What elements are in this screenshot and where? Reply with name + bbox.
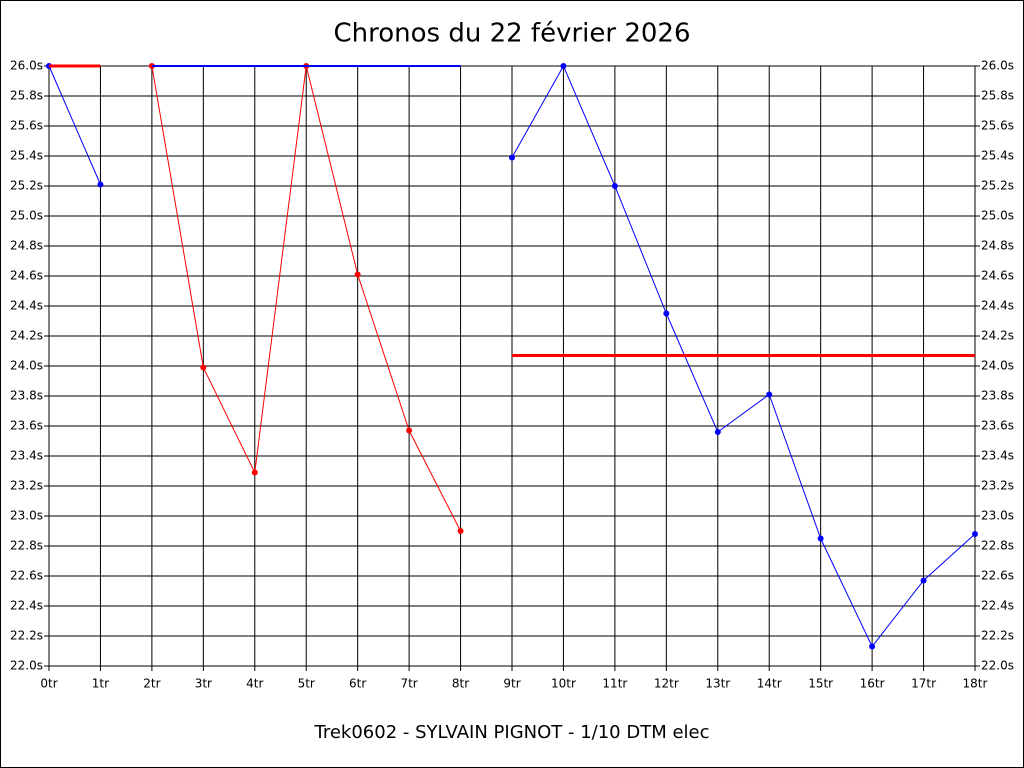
x-tick-label: 10tr — [551, 677, 576, 691]
point — [817, 535, 824, 542]
y2-tick-label: 25.6s — [981, 119, 1014, 133]
y-tick-label: 23.4s — [10, 449, 43, 463]
x-tick-label: 9tr — [503, 677, 520, 691]
y2-tick-label: 26.0s — [981, 59, 1014, 73]
y2-tick-label: 22.0s — [981, 659, 1014, 673]
point — [560, 63, 567, 69]
x-tick-label: 5tr — [298, 677, 315, 691]
y2-tick-label: 24.8s — [981, 239, 1014, 253]
x-tick-label: 7tr — [400, 677, 417, 691]
y2-tick-label: 22.8s — [981, 539, 1014, 553]
y-tick-label: 22.8s — [10, 539, 43, 553]
y-tick-label: 23.0s — [10, 509, 43, 523]
point — [869, 643, 876, 650]
y-tick-label: 24.2s — [10, 329, 43, 343]
x-tick-label: 3tr — [195, 677, 212, 691]
y2-tick-label: 22.2s — [981, 629, 1014, 643]
point — [354, 271, 361, 278]
y-tick-label: 25.6s — [10, 119, 43, 133]
x-tick-label: 17tr — [911, 677, 936, 691]
x-tick-label: 2tr — [143, 677, 160, 691]
point — [766, 391, 773, 398]
point — [457, 528, 464, 534]
y2-tick-label: 22.6s — [981, 569, 1014, 583]
x-axis-label: Trek0602 - SYLVAIN PIGNOT - 1/10 DTM ele… — [313, 722, 709, 743]
y2-tick-label: 23.6s — [981, 419, 1014, 433]
point — [714, 429, 721, 435]
x-tick-label: 0tr — [40, 677, 57, 691]
point — [406, 427, 413, 434]
point — [611, 183, 618, 189]
point — [251, 469, 258, 476]
y-tick-label: 22.0s — [10, 659, 43, 673]
point — [200, 364, 207, 371]
y-tick-label: 24.0s — [10, 359, 43, 373]
series-line — [48, 64, 976, 648]
point — [663, 310, 670, 317]
y-tick-label: 25.8s — [10, 89, 43, 103]
x-tick-label: 6tr — [349, 677, 366, 691]
y2-tick-label: 24.4s — [981, 299, 1014, 313]
x-tick-label: 16tr — [860, 677, 885, 691]
x-tick-label: 8tr — [452, 677, 469, 691]
y-tick-label: 24.4s — [10, 299, 43, 313]
y2-tick-label: 23.2s — [981, 479, 1014, 493]
y2-tick-label: 24.6s — [981, 269, 1014, 283]
x-tick-label: 13tr — [705, 677, 730, 691]
y2-tick-label: 22.4s — [981, 599, 1014, 613]
x-tick-label: 14tr — [757, 677, 782, 691]
y-tick-label: 26.0s — [10, 59, 43, 73]
y-tick-label: 24.6s — [10, 269, 43, 283]
plot-border — [48, 65, 976, 667]
point — [972, 531, 978, 537]
x-tick-label: 11tr — [602, 677, 627, 691]
y2-tick-label: 25.8s — [981, 89, 1014, 103]
y-tick-label: 22.4s — [10, 599, 43, 613]
point — [920, 577, 927, 584]
y-tick-label: 23.2s — [10, 479, 43, 493]
y-tick-label: 25.0s — [10, 209, 43, 223]
chart-title: Chronos du 22 février 2026 — [333, 19, 690, 49]
y-tick-label: 23.6s — [10, 419, 43, 433]
y2-tick-label: 24.0s — [981, 359, 1014, 373]
y2-tick-label: 23.0s — [981, 509, 1014, 523]
y2-tick-label: 23.4s — [981, 449, 1014, 463]
y-tick-label: 22.6s — [10, 569, 43, 583]
point — [509, 154, 515, 161]
y2-tick-label: 25.4s — [981, 149, 1014, 163]
x-tick-label: 1tr — [92, 677, 109, 691]
x-tick-label: 15tr — [808, 677, 833, 691]
y-tick-label: 25.4s — [10, 149, 43, 163]
series-line — [49, 64, 975, 357]
y2-tick-label: 25.0s — [981, 209, 1014, 223]
y2-tick-label: 24.2s — [981, 329, 1014, 343]
y-tick-label: 25.2s — [10, 179, 43, 193]
point — [97, 181, 104, 188]
x-tick-label: 4tr — [246, 677, 263, 691]
x-tick-label: 18tr — [963, 677, 988, 691]
y-tick-label: 24.8s — [10, 239, 43, 253]
y-tick-label: 22.2s — [10, 629, 43, 643]
y2-tick-label: 23.8s — [981, 389, 1014, 403]
x-tick-label: 12tr — [654, 677, 679, 691]
y-tick-label: 23.8s — [10, 389, 43, 403]
y2-tick-label: 25.2s — [981, 179, 1014, 193]
